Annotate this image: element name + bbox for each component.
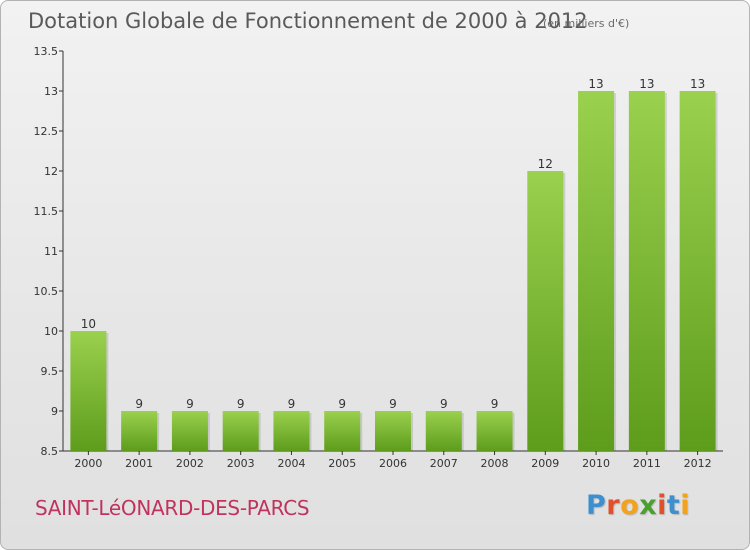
x-tick-label: 2002 xyxy=(176,457,204,470)
y-tick-label: 12 xyxy=(44,165,58,178)
bar xyxy=(375,411,411,451)
bar-value-label: 13 xyxy=(690,77,705,91)
bar xyxy=(121,411,158,451)
unit-label: (en milliers d'€) xyxy=(543,17,630,30)
x-tick-label: 2001 xyxy=(125,457,153,470)
bar-value-label: 13 xyxy=(639,77,654,91)
logo-letter: o xyxy=(620,490,640,521)
x-tick-label: 2004 xyxy=(277,457,305,470)
x-tick-label: 2005 xyxy=(328,457,356,470)
bar-value-label: 9 xyxy=(440,397,448,411)
bar-value-label: 9 xyxy=(186,397,194,411)
logo-letter: i xyxy=(680,490,691,521)
x-tick-label: 2011 xyxy=(633,457,661,470)
bar xyxy=(273,411,310,451)
commune-name: SAINT-LéONARD-DES-PARCS xyxy=(35,496,310,520)
bar-value-label: 9 xyxy=(389,397,397,411)
y-tick-label: 9 xyxy=(51,405,58,418)
y-tick-label: 11 xyxy=(44,245,58,258)
bar-value-label: 9 xyxy=(338,397,346,411)
bar xyxy=(171,411,208,451)
x-tick-label: 2009 xyxy=(531,457,559,470)
x-tick-label: 2000 xyxy=(74,457,102,470)
y-tick-label: 9.5 xyxy=(41,365,59,378)
y-tick-label: 10.5 xyxy=(34,285,59,298)
bar xyxy=(222,411,259,451)
y-tick-label: 10 xyxy=(44,325,58,338)
bar-value-label: 12 xyxy=(538,157,553,171)
y-tick-label: 11.5 xyxy=(34,205,59,218)
bar xyxy=(679,91,716,451)
bar xyxy=(578,91,615,451)
logo-letter: t xyxy=(666,490,681,521)
bar xyxy=(324,411,361,451)
y-tick-label: 13 xyxy=(44,85,58,98)
bar xyxy=(527,171,564,451)
bar-value-label: 9 xyxy=(135,397,143,411)
chart-title: Dotation Globale de Fonctionnement de 20… xyxy=(28,9,588,33)
x-tick-label: 2007 xyxy=(430,457,458,470)
proxiti-logo[interactable]: Proxiti xyxy=(586,490,690,521)
x-tick-label: 2012 xyxy=(684,457,712,470)
x-tick-label: 2008 xyxy=(481,457,509,470)
bar-value-label: 13 xyxy=(588,77,603,91)
logo-letter: r xyxy=(606,490,621,521)
y-tick-label: 13.5 xyxy=(34,45,59,58)
x-tick-label: 2006 xyxy=(379,457,407,470)
y-tick-label: 12.5 xyxy=(34,125,59,138)
bar-value-label: 10 xyxy=(81,317,96,331)
bar-value-label: 9 xyxy=(237,397,245,411)
bar xyxy=(425,411,462,451)
bar xyxy=(70,331,107,451)
bar xyxy=(476,411,513,451)
x-tick-label: 2003 xyxy=(227,457,255,470)
logo-letter: i xyxy=(657,490,667,521)
y-tick-label: 8.5 xyxy=(41,445,59,458)
logo-letter: x xyxy=(639,490,658,521)
bar-value-label: 9 xyxy=(288,397,296,411)
logo-letter: P xyxy=(586,490,607,521)
bar-value-label: 9 xyxy=(491,397,499,411)
x-tick-label: 2010 xyxy=(582,457,610,470)
bar xyxy=(628,91,665,451)
